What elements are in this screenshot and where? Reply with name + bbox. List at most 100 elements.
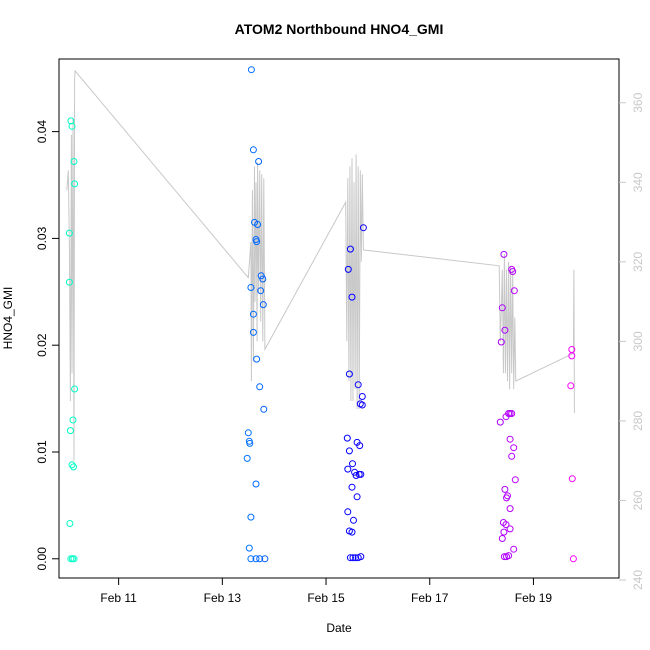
data-point: [508, 410, 516, 417]
data-point: [506, 505, 514, 513]
data-point: [505, 552, 513, 560]
data-point: [500, 553, 508, 561]
data-point: [500, 528, 508, 536]
data-point: [346, 554, 354, 562]
x-tick-label: Feb 13: [204, 591, 242, 605]
data-point: [70, 555, 78, 563]
y2-tick-label: 260: [631, 490, 645, 510]
data-point: [259, 301, 267, 309]
data-point: [65, 229, 73, 237]
data-point: [500, 250, 508, 258]
data-point: [71, 385, 79, 393]
data-point: [247, 555, 255, 563]
data-point: [359, 224, 367, 232]
x-axis: Feb 11 Feb 13 Feb 15 Feb 17 Feb 19: [100, 577, 553, 605]
data-point: [66, 427, 74, 435]
data-point: [501, 326, 509, 334]
data-point: [506, 435, 514, 443]
data-point: [249, 146, 257, 154]
x-tick-label: Feb 15: [307, 591, 345, 605]
data-point: [247, 66, 255, 74]
data-point: [243, 454, 251, 462]
data-point: [68, 461, 76, 469]
data-point: [358, 393, 366, 400]
data-point: [497, 338, 505, 346]
data-point: [498, 535, 506, 542]
y2-tick-label: 360: [631, 92, 645, 112]
chart-title: ATOM2 Northbound HNO4_GMI: [235, 21, 444, 37]
data-point: [244, 429, 252, 437]
x-axis-label: Date: [326, 621, 352, 635]
data-point: [68, 122, 76, 130]
data-point: [568, 475, 576, 483]
data-point: [348, 483, 356, 491]
data-point: [345, 447, 353, 455]
data-point: [502, 521, 510, 529]
right-y-axis: 240 260 280 300 320 340 360: [619, 92, 645, 590]
y-tick-label: 0.01: [35, 440, 49, 464]
data-point: [501, 485, 509, 493]
data-point: [257, 287, 265, 295]
data-point: [353, 493, 361, 501]
data-point: [502, 413, 510, 421]
y-tick-label: 0.03: [35, 226, 49, 250]
secondary-series-line: [66, 69, 575, 461]
data-point: [247, 284, 255, 291]
y2-tick-label: 300: [631, 331, 645, 351]
data-point: [358, 401, 366, 409]
data-point: [256, 383, 264, 391]
series-line: [66, 69, 575, 461]
data-point: [71, 180, 79, 188]
data-point: [349, 554, 357, 562]
plot-area: [58, 58, 620, 579]
data-point: [349, 460, 356, 468]
data-point: [255, 158, 263, 165]
data-point: [256, 555, 264, 563]
y2-tick-label: 340: [631, 172, 645, 192]
data-point: [346, 245, 354, 253]
data-point: [343, 434, 351, 442]
data-point: [344, 465, 352, 473]
data-point: [344, 265, 352, 273]
y-axis: 0.00 0.01 0.02 0.03 0.04: [35, 120, 59, 571]
data-point: [496, 418, 504, 426]
data-point: [345, 370, 353, 378]
data-point: [504, 492, 511, 500]
y-axis-label: HNO4_GMI: [1, 287, 15, 350]
data-point: [348, 293, 356, 301]
data-point: [506, 525, 514, 533]
y-tick-label: 0.00: [35, 547, 49, 571]
x-tick-label: Feb 11: [100, 591, 137, 605]
data-point: [498, 304, 506, 312]
data-point: [568, 352, 576, 360]
data-point: [245, 544, 253, 552]
data-point: [569, 555, 577, 563]
data-point: [253, 238, 261, 246]
data-point: [259, 275, 267, 283]
data-point: [350, 516, 357, 524]
data-point: [567, 382, 575, 390]
data-point: [357, 553, 365, 561]
y2-tick-label: 320: [631, 251, 645, 271]
data-point: [65, 278, 73, 286]
data-point: [352, 554, 360, 562]
data-point: [510, 287, 518, 295]
data-point: [348, 528, 356, 536]
data-point: [252, 555, 260, 563]
x-tick-label: Feb 17: [411, 591, 449, 605]
y2-tick-label: 280: [631, 411, 645, 431]
data-point: [260, 405, 268, 413]
data-point: [252, 480, 260, 488]
scatter-points: [65, 66, 577, 563]
data-point: [344, 508, 352, 516]
data-point: [356, 442, 364, 450]
data-point: [510, 545, 518, 553]
data-point: [510, 444, 518, 452]
data-point: [249, 310, 257, 318]
x-tick-label: Feb 19: [515, 591, 553, 605]
data-point: [246, 439, 254, 447]
data-point: [352, 472, 360, 479]
data-point: [69, 416, 77, 424]
data-point: [509, 268, 517, 275]
data-point: [249, 328, 257, 336]
